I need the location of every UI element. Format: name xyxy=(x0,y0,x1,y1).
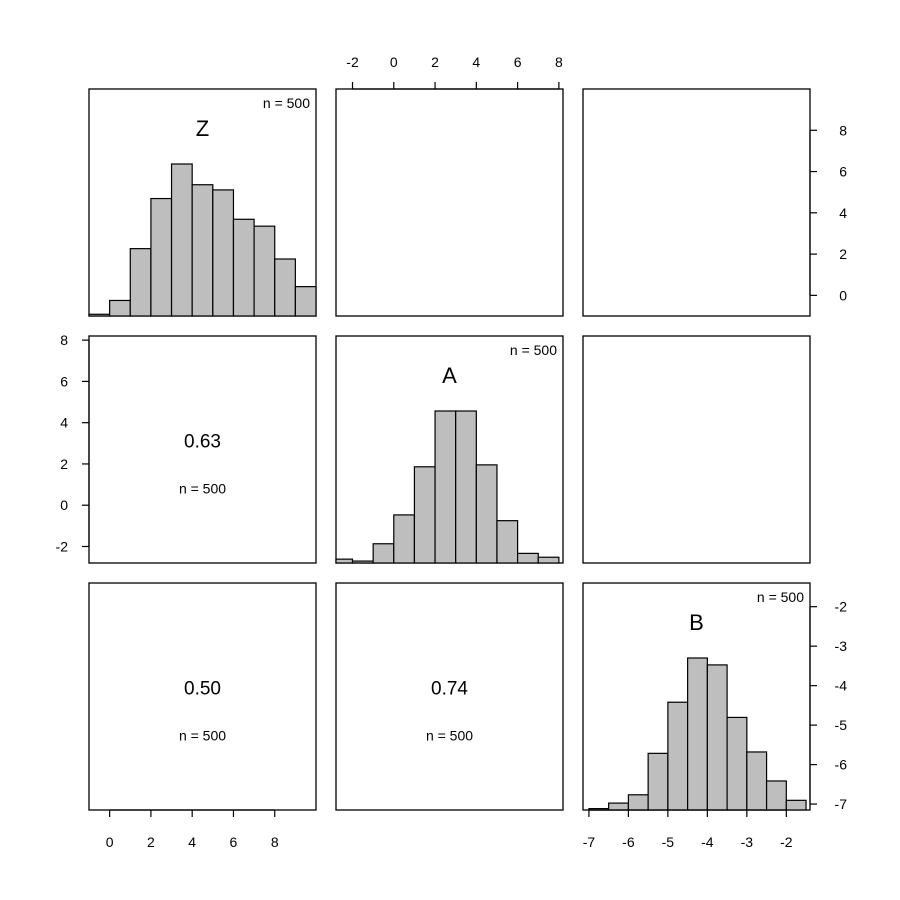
panel-frame-0-2 xyxy=(582,88,811,317)
histogram-bar-Z-3 xyxy=(150,197,173,317)
histogram-bar-A-7 xyxy=(475,464,498,564)
tick-label-B-3: -4 xyxy=(701,834,714,850)
correlation-value-A-B: 0.74 xyxy=(431,679,468,700)
tick-label-A-v-4: 6 xyxy=(60,373,68,389)
histogram-bar-Z-0 xyxy=(88,313,111,317)
histogram-bar-B-9 xyxy=(765,780,787,811)
tick-label-Z-v-3: 6 xyxy=(839,164,847,180)
variable-label-Z: Z xyxy=(196,116,209,141)
histogram-bar-Z-8 xyxy=(253,225,276,317)
histogram-bar-Z-9 xyxy=(274,258,296,317)
n-label-Z: n = 500 xyxy=(263,95,310,111)
histogram-bar-Z-2 xyxy=(129,248,152,317)
tick-label-B-2: -5 xyxy=(662,834,675,850)
tick-label-Z-4: 8 xyxy=(271,834,279,850)
tick-label-B-v-0: -7 xyxy=(835,796,848,812)
correlation-value-Z-B: 0.50 xyxy=(184,679,221,700)
correlation-n-Z-B: n = 500 xyxy=(179,728,226,744)
tick-label-B-v-3: -4 xyxy=(835,678,848,694)
tick-label-B-v-4: -3 xyxy=(835,638,848,654)
variable-label-A: A xyxy=(442,363,457,388)
histogram-bar-A-8 xyxy=(496,520,519,564)
tick-label-B-4: -3 xyxy=(741,834,754,850)
histogram-bar-Z-6 xyxy=(212,189,235,317)
histogram-bar-Z-4 xyxy=(170,163,193,317)
tick-label-Z-v-4: 8 xyxy=(839,122,847,138)
histogram-bar-B-5 xyxy=(687,657,708,811)
histogram-bar-B-3 xyxy=(647,752,669,811)
correlation-n-A-B: n = 500 xyxy=(426,728,473,744)
panel-frame-0-1 xyxy=(335,88,564,317)
panel-frame-2-0 xyxy=(88,582,317,811)
histogram-bar-B-2 xyxy=(627,794,649,811)
histogram-bar-A-3 xyxy=(393,514,416,564)
histogram-bar-A-1 xyxy=(351,560,374,564)
panel-frame-1-2 xyxy=(582,335,811,564)
correlation-n-Z-A: n = 500 xyxy=(179,481,226,497)
tick-label-B-5: -2 xyxy=(780,834,793,850)
tick-label-A-1: 0 xyxy=(390,54,398,70)
histogram-bar-B-7 xyxy=(726,716,748,811)
variable-label-B: B xyxy=(689,610,704,635)
tick-label-Z-v-2: 4 xyxy=(839,205,847,221)
histogram-bar-B-4 xyxy=(667,701,689,811)
tick-label-Z-v-1: 2 xyxy=(839,246,847,262)
tick-label-Z-1: 2 xyxy=(147,834,155,850)
tick-label-A-4: 6 xyxy=(514,54,522,70)
histogram-bar-B-6 xyxy=(706,664,728,811)
n-label-A: n = 500 xyxy=(510,342,557,358)
histogram-bar-A-2 xyxy=(372,543,395,564)
tick-label-Z-3: 6 xyxy=(230,834,238,850)
histogram-bar-Z-1 xyxy=(109,299,131,317)
tick-label-Z-0: 0 xyxy=(106,834,114,850)
histogram-bar-B-8 xyxy=(746,751,768,811)
histogram-bar-A-9 xyxy=(516,552,539,564)
tick-label-A-v-5: 8 xyxy=(60,332,68,348)
histogram-B xyxy=(588,657,807,811)
tick-label-A-0: -2 xyxy=(346,54,359,70)
tick-label-A-v-2: 2 xyxy=(60,456,68,472)
histogram-bar-Z-7 xyxy=(232,218,255,317)
histogram-bar-A-4 xyxy=(413,466,436,564)
tick-label-A-v-3: 4 xyxy=(60,415,68,431)
tick-label-B-v-1: -6 xyxy=(835,757,848,773)
tick-label-A-v-0: -2 xyxy=(56,538,69,554)
histogram-A xyxy=(335,410,560,564)
histogram-bar-B-1 xyxy=(608,802,630,811)
panel-frame-1-0 xyxy=(88,335,317,564)
tick-label-A-v-1: 0 xyxy=(60,497,68,513)
panel-frame-2-1 xyxy=(335,582,564,811)
histogram-Z xyxy=(88,163,317,317)
tick-label-B-v-2: -5 xyxy=(835,717,848,733)
tick-label-B-1: -6 xyxy=(622,834,635,850)
correlation-value-Z-A: 0.63 xyxy=(184,432,221,453)
tick-label-B-0: -7 xyxy=(583,834,596,850)
histogram-bar-A-5 xyxy=(434,410,457,564)
histogram-bar-Z-10 xyxy=(294,286,317,317)
histogram-bar-B-10 xyxy=(785,799,807,811)
histogram-bar-A-10 xyxy=(537,556,560,564)
histogram-bar-A-6 xyxy=(455,410,477,564)
histogram-bar-A-0 xyxy=(335,558,354,564)
tick-label-A-5: 8 xyxy=(555,54,563,70)
histogram-bar-Z-5 xyxy=(191,184,214,317)
tick-label-Z-2: 4 xyxy=(188,834,196,850)
tick-label-B-v-5: -2 xyxy=(835,599,848,615)
tick-label-A-2: 2 xyxy=(431,54,439,70)
n-label-B: n = 500 xyxy=(757,589,804,605)
tick-label-A-3: 4 xyxy=(472,54,480,70)
tick-label-Z-v-0: 0 xyxy=(839,287,847,303)
